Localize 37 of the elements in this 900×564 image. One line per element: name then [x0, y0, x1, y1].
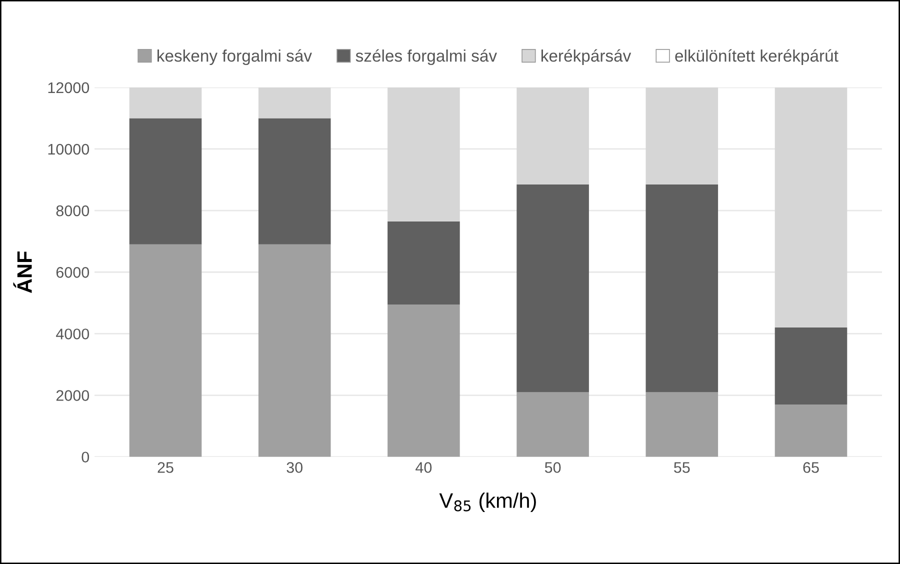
x-tick-label: 25 [158, 462, 174, 473]
bar [258, 118, 331, 244]
x-tick-label: 65 [803, 462, 819, 473]
bar [388, 221, 460, 304]
y-tick-label: 0 [82, 452, 90, 463]
bar [129, 87, 202, 118]
bar [258, 244, 331, 457]
bar [646, 87, 718, 184]
y-tick-label: 12000 [48, 82, 90, 94]
bar [646, 184, 718, 392]
legend-label: keskeny forgalmi sáv [158, 49, 312, 66]
x-axis-title: V$_{85}$ (km/h) [439, 492, 536, 512]
bar [516, 392, 589, 457]
bar [516, 87, 589, 184]
y-axis-title: ÁNF [13, 251, 32, 294]
bar [774, 404, 848, 457]
x-tick-label: 50 [544, 462, 561, 473]
y-tick-label: 6000 [56, 267, 90, 278]
y-tick-label: 10000 [48, 144, 90, 155]
bar [129, 244, 202, 457]
legend-label: elkülönített kerékpárút [675, 49, 838, 66]
y-tick-label: 4000 [56, 328, 90, 340]
x-tick-label: 55 [674, 462, 690, 473]
bar [774, 87, 848, 328]
x-tick-label: 30 [286, 462, 302, 473]
bar [388, 87, 460, 222]
bar [129, 118, 202, 244]
bar [516, 184, 589, 392]
bar [388, 304, 460, 457]
x-tick-label: 40 [416, 462, 432, 473]
bar [774, 328, 848, 405]
bar [646, 392, 718, 457]
legend-label: széles forgalmi sáv [356, 49, 497, 66]
legend-label: kerékpársáv [541, 49, 632, 66]
y-tick-label: 2000 [56, 390, 90, 401]
bar [258, 87, 331, 118]
y-tick-label: 8000 [56, 205, 90, 216]
